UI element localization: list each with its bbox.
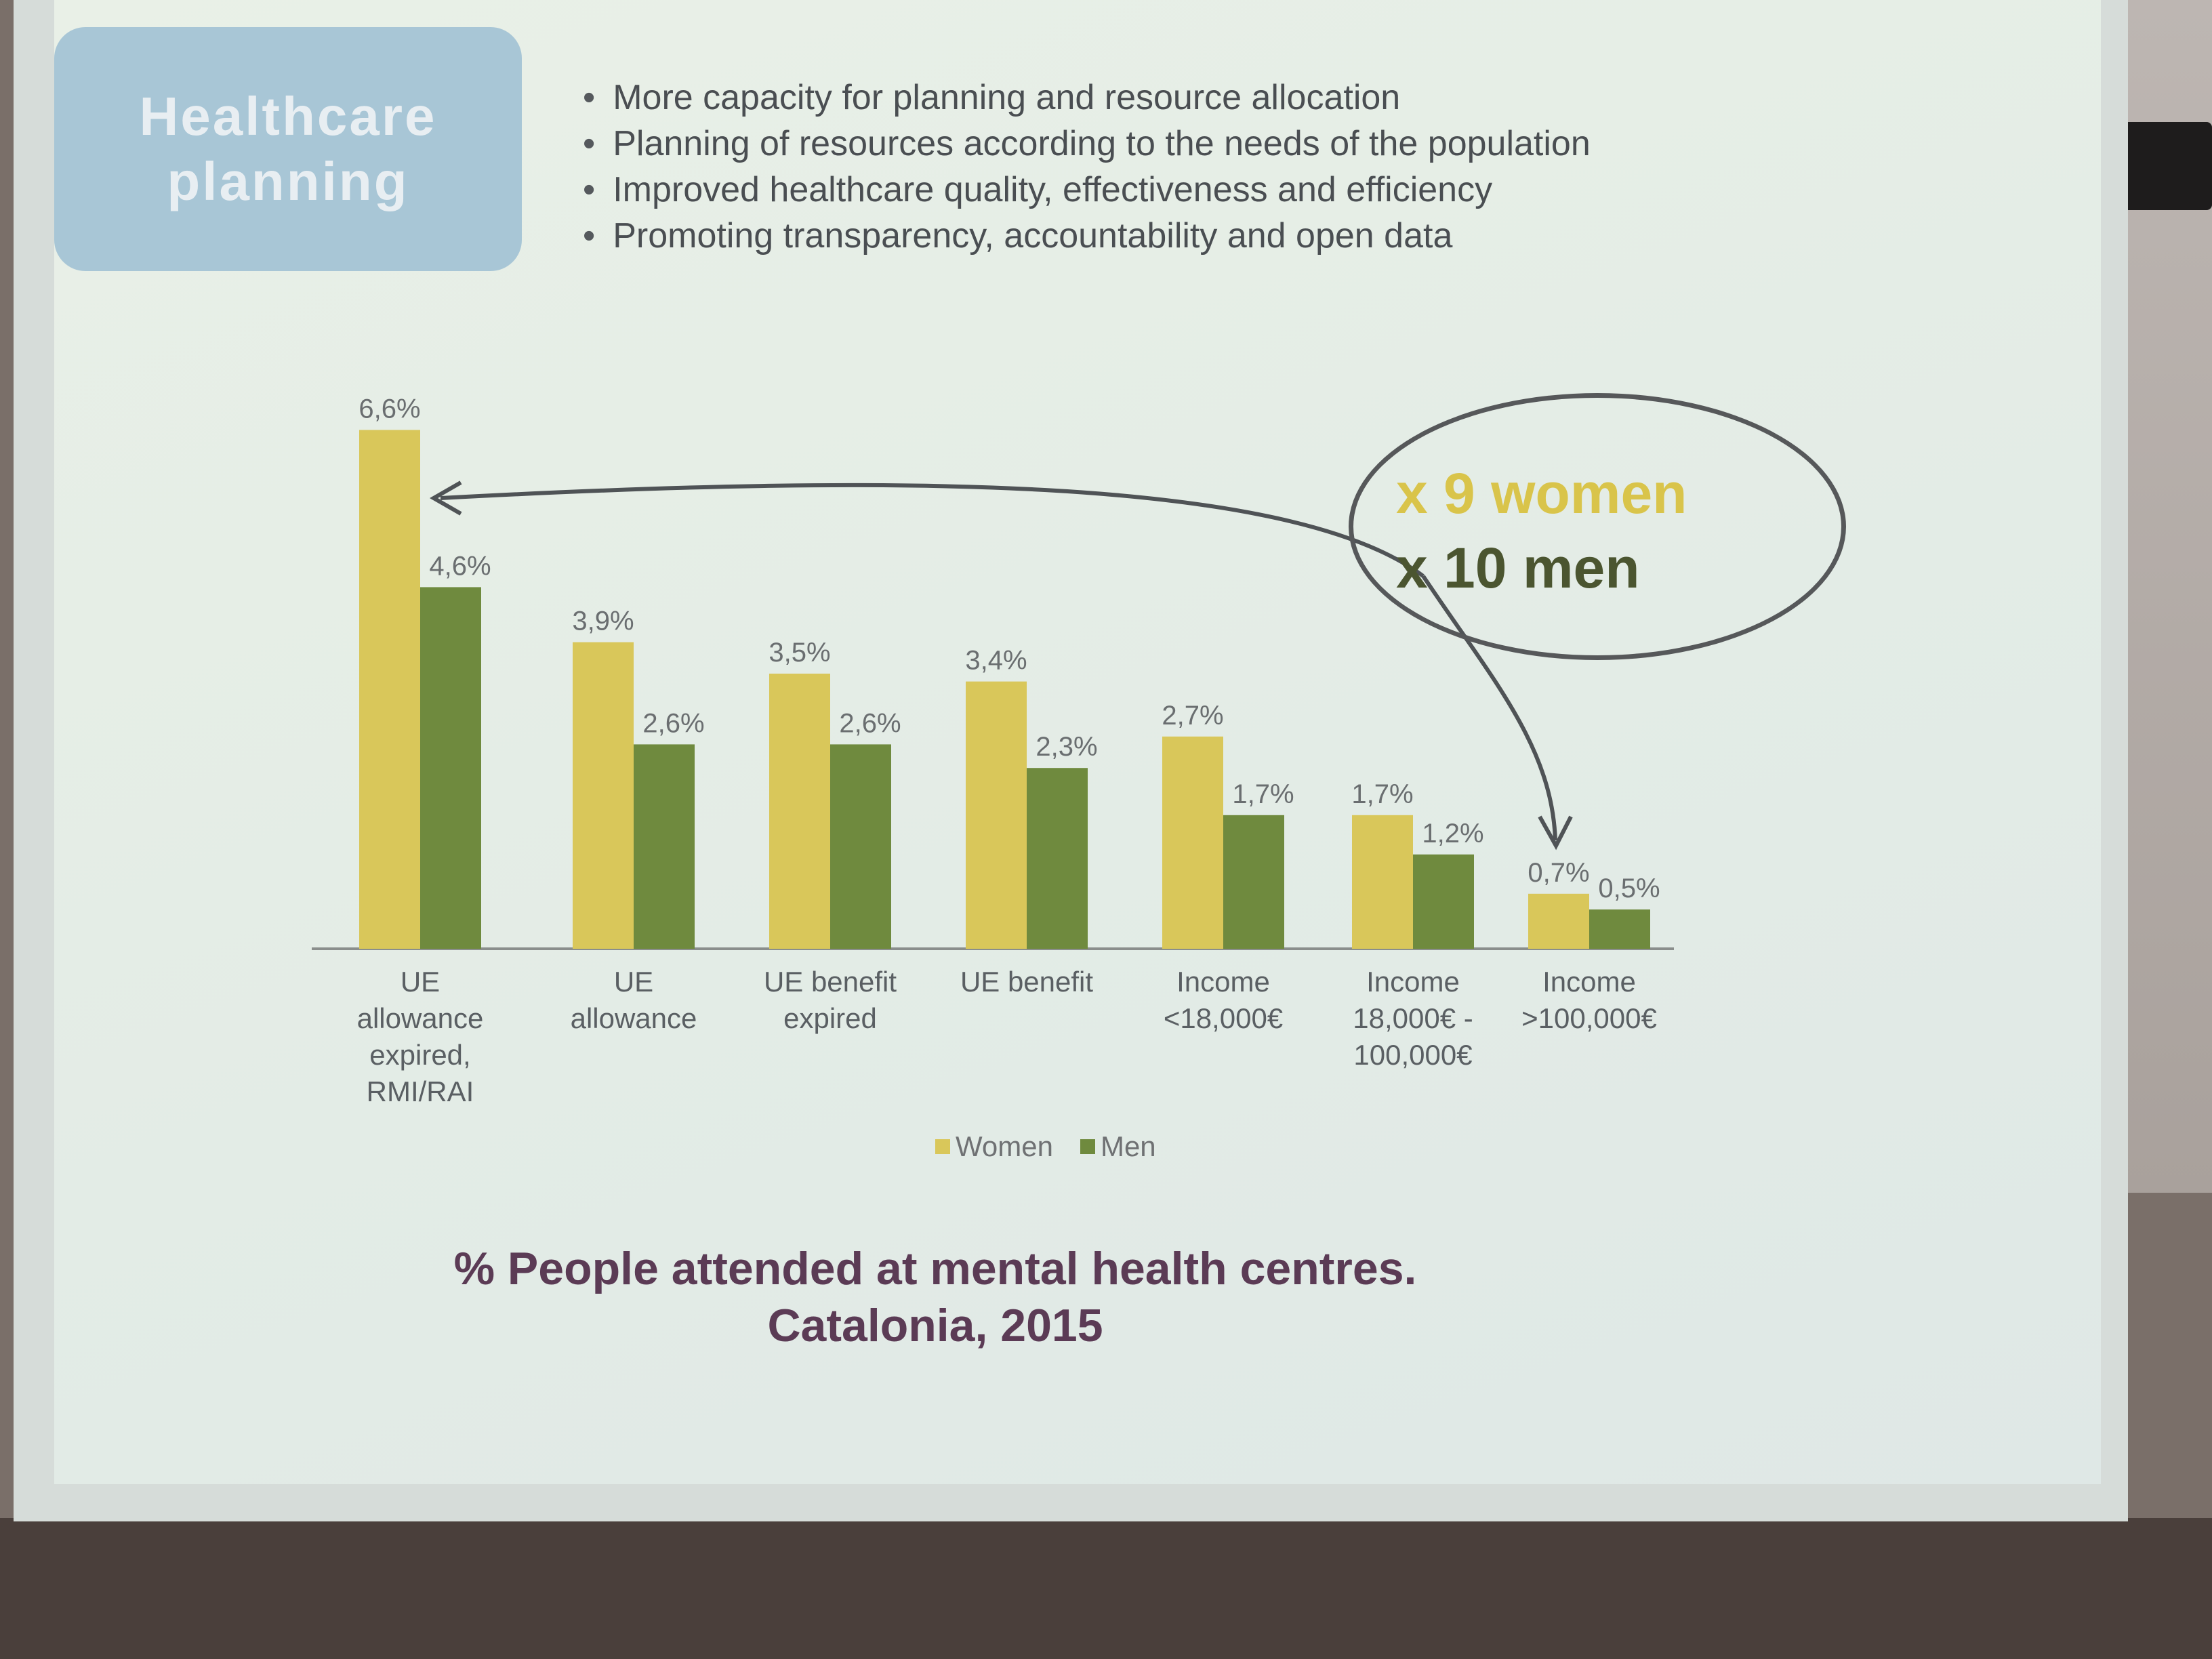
- bullet-item: Improved healthcare quality, effectivene…: [583, 167, 1789, 213]
- legend-swatch-women: [935, 1139, 950, 1154]
- data-label-men: 2,3%: [1036, 732, 1097, 762]
- bar-women: [359, 430, 420, 949]
- data-label-men: 1,2%: [1422, 819, 1483, 848]
- bar-women: [1528, 893, 1589, 949]
- bar-men: [420, 587, 481, 949]
- data-label-women: 0,7%: [1528, 858, 1589, 888]
- bar-women: [1352, 815, 1413, 949]
- data-label-men: 2,6%: [642, 708, 704, 738]
- chart-title: % People attended at mental health centr…: [453, 1243, 1417, 1351]
- bullet-list: More capacity for planning and resource …: [583, 75, 1789, 259]
- bar-men: [830, 744, 891, 949]
- legend-item-men: Men: [1080, 1130, 1156, 1163]
- category-label: UE benefit expired: [763, 966, 897, 1034]
- section-badge-label: Healthcare planning: [139, 86, 437, 211]
- bar-men: [1589, 909, 1650, 949]
- data-label-women: 2,7%: [1162, 701, 1223, 731]
- floor-background: [0, 1518, 2212, 1659]
- bar-men: [1413, 854, 1474, 949]
- bullet-item: Planning of resources according to the n…: [583, 121, 1789, 167]
- chart-legend: Women Men: [935, 1130, 1156, 1163]
- bar-men: [1027, 768, 1088, 949]
- data-label-men: 1,7%: [1232, 779, 1294, 809]
- callout-men-text: x 10 men: [1396, 536, 1640, 600]
- bullet-item: More capacity for planning and resource …: [583, 75, 1789, 121]
- section-badge: Healthcare planning: [54, 27, 522, 271]
- legend-label-men: Men: [1100, 1130, 1156, 1162]
- bar-women: [769, 674, 830, 949]
- callout-arrow-left: [440, 483, 1425, 578]
- data-label-women: 6,6%: [359, 394, 420, 424]
- category-label: Income >100,000€: [1521, 966, 1657, 1034]
- callout-ellipse: [1349, 393, 1846, 660]
- category-label: UE allowance expired, RMI/RAI: [356, 966, 484, 1107]
- bullet-item: Promoting transparency, accountability a…: [583, 213, 1789, 259]
- bar-women: [1162, 736, 1223, 949]
- arrowhead-down: [1538, 815, 1573, 851]
- data-label-women: 3,9%: [572, 607, 634, 636]
- bar-women: [966, 681, 1027, 949]
- legend-item-women: Women: [935, 1130, 1053, 1163]
- legend-label-women: Women: [956, 1130, 1053, 1162]
- arrowhead-left: [429, 480, 462, 516]
- category-label: Income 18,000€ -100,000€: [1353, 966, 1473, 1071]
- legend-swatch-men: [1080, 1139, 1095, 1154]
- category-label: UE allowance: [570, 966, 697, 1034]
- data-label-men: 0,5%: [1598, 874, 1660, 903]
- bar-women: [573, 642, 634, 949]
- bar-men: [634, 744, 695, 949]
- data-label-men: 2,6%: [839, 708, 901, 738]
- data-label-women: 1,7%: [1351, 779, 1413, 809]
- category-label: UE benefit: [960, 966, 1094, 998]
- data-label-men: 4,6%: [429, 551, 491, 581]
- data-label-women: 3,4%: [965, 646, 1027, 676]
- callout-women-text: x 9 women: [1396, 462, 1687, 525]
- data-label-women: 3,5%: [769, 638, 830, 668]
- bar-men: [1223, 815, 1284, 949]
- category-label: Income <18,000€: [1163, 966, 1284, 1034]
